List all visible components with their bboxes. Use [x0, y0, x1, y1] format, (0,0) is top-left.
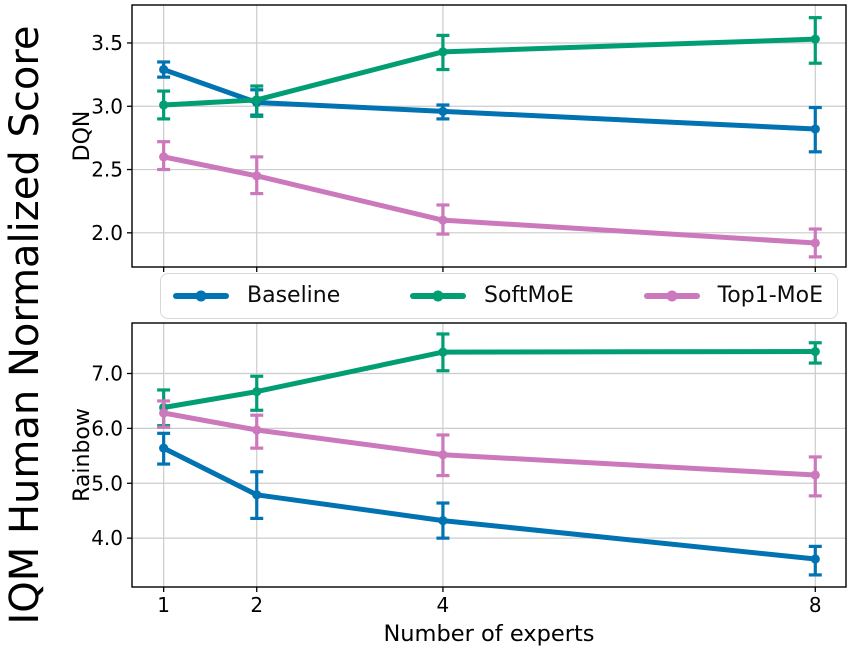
series-line-baseline [161, 445, 818, 562]
legend-line-sample [173, 290, 229, 302]
legend-marker-dot [195, 290, 207, 302]
legend-marker-dot [666, 290, 678, 302]
data-marker [252, 490, 262, 500]
data-marker [159, 152, 169, 162]
data-marker [252, 425, 262, 435]
data-marker [810, 34, 820, 44]
x-tick-label: 4 [437, 593, 450, 617]
data-marker [159, 100, 169, 110]
chart-root: 2.0 2.5 3.0 3.5 DQN 4.0 5.0 6.0 7.0 1 2 4 8 Rainbow [70, 4, 847, 617]
y-tick-label: 6.0 [91, 416, 123, 440]
legend-item-softmoe: SoftMoE [410, 285, 574, 307]
series-top1-moe [157, 399, 822, 498]
data-marker [159, 64, 169, 75]
data-marker [438, 106, 448, 116]
data-marker [438, 515, 448, 526]
y-tick-label: 3.0 [91, 94, 123, 118]
panel-ylabel: DQN [70, 111, 95, 162]
data-marker [159, 408, 169, 418]
data-marker [438, 347, 448, 357]
legend-item-label: SoftMoE [484, 283, 574, 308]
legend-item-label: Top1-MoE [717, 283, 823, 308]
legend-marker-dot [432, 290, 444, 302]
series-baseline [157, 431, 822, 577]
series-line-top1-moe [161, 154, 818, 246]
data-marker [252, 171, 262, 181]
panel-dqn: 2.0 2.5 3.0 3.5 DQN [70, 4, 847, 272]
panel-rainbow: 4.0 5.0 6.0 7.0 1 2 4 8 Rainbow [70, 322, 847, 617]
data-marker [159, 443, 169, 453]
series-line-baseline [161, 67, 818, 132]
y-tick-label: 5.0 [91, 471, 123, 495]
x-tick-label: 2 [250, 593, 263, 617]
legend: Baseline SoftMoE Top1-MoE [160, 273, 838, 319]
data-marker [810, 124, 820, 134]
legend-item-label: Baseline [247, 283, 341, 308]
legend-line-sample [643, 290, 700, 302]
data-marker [438, 215, 448, 225]
y-tick-label: 7.0 [91, 361, 123, 385]
data-marker [252, 387, 262, 397]
data-marker [810, 554, 820, 564]
panel-border [131, 322, 847, 588]
data-marker [438, 47, 448, 57]
legend-item-top1-moe: Top1-MoE [643, 283, 823, 308]
data-marker [810, 470, 820, 480]
series-top1-moe [157, 140, 822, 259]
series-line-top1-moe [161, 410, 818, 478]
x-axis-label: Number of experts [383, 621, 594, 647]
data-marker [810, 238, 820, 248]
y-tick-label: 4.0 [91, 526, 123, 550]
data-marker [810, 346, 820, 357]
data-marker [252, 95, 262, 105]
y-tick-label: 2.5 [91, 158, 123, 182]
x-tick-label: 8 [809, 593, 822, 617]
series-line-softmoe [161, 349, 818, 411]
legend-item-baseline: Baseline [173, 285, 340, 307]
legend-line-sample [410, 290, 467, 302]
y-tick-label: 3.5 [91, 31, 123, 55]
y-tick-label: 2.0 [91, 221, 123, 245]
panel-border [131, 4, 847, 268]
series-softmoe [157, 16, 822, 121]
series-line-softmoe [161, 36, 818, 108]
data-marker [438, 450, 448, 460]
panel-ylabel: Rainbow [70, 408, 95, 502]
figure-ylabel: IQM Human Normalized Score [2, 25, 48, 624]
x-tick-label: 1 [157, 593, 170, 617]
